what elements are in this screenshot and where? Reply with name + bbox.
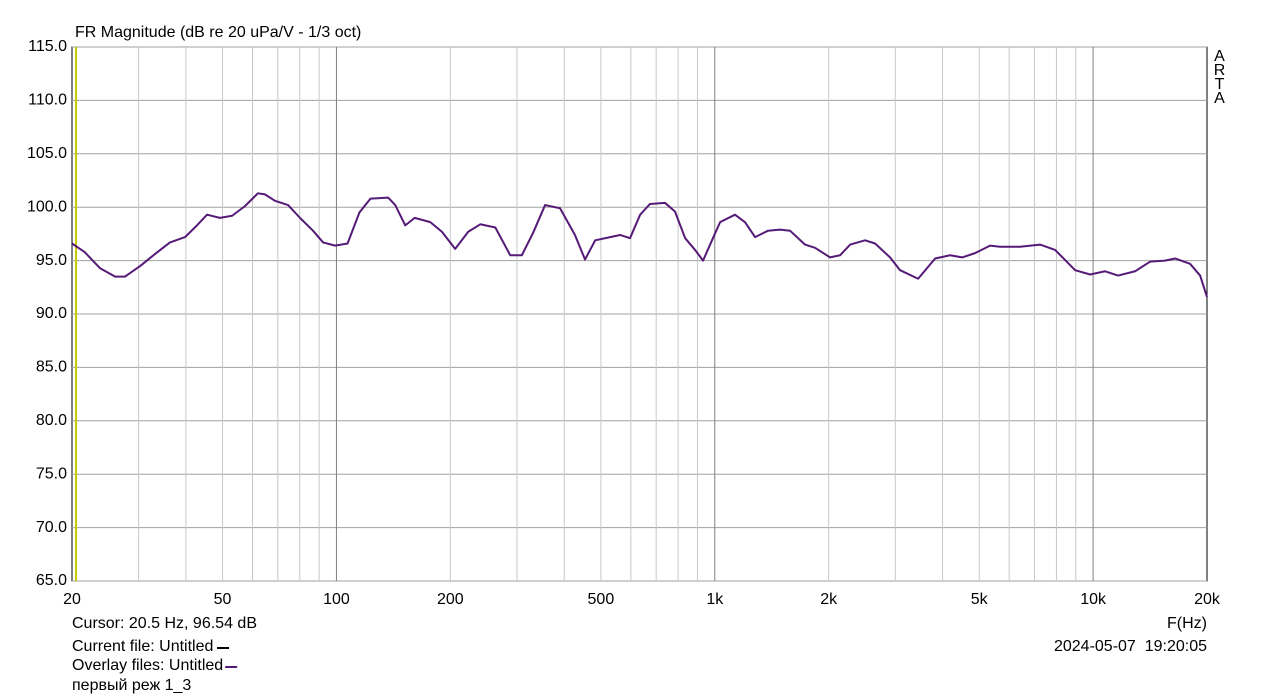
y-tick-label: 95.0 — [36, 252, 67, 269]
timestamp: 2024-05-07 19:20:05 — [1054, 638, 1207, 655]
x-tick-label: 20 — [63, 591, 81, 608]
overlay-files: Overlay files: Untitled — [72, 657, 223, 674]
x-tick-label: 1k — [706, 591, 724, 608]
x-tick-label: 500 — [588, 591, 615, 608]
x-tick-label: 5k — [971, 591, 989, 608]
x-axis-label: F(Hz) — [1167, 615, 1207, 632]
y-tick-label: 90.0 — [36, 305, 67, 322]
x-tick-label: 10k — [1080, 591, 1107, 608]
x-tick-label: 200 — [437, 591, 464, 608]
x-tick-label: 50 — [214, 591, 232, 608]
y-tick-label: 100.0 — [27, 198, 67, 215]
overlay-name: первый реж 1_3 — [72, 677, 191, 694]
x-tick-label: 100 — [323, 591, 350, 608]
y-tick-label: 105.0 — [27, 145, 67, 162]
y-tick-label: 110.0 — [28, 92, 67, 109]
y-tick-label: 70.0 — [36, 519, 67, 536]
fr-curve — [71, 192, 1208, 298]
y-tick-label: 115.0 — [28, 38, 67, 55]
cursor-readout: Cursor: 20.5 Hz, 96.54 dB — [72, 615, 257, 632]
current-file: Current file: Untitled — [72, 638, 213, 655]
x-tick-label: 20k — [1194, 591, 1221, 608]
x-tick-label: 2k — [820, 591, 838, 608]
y-tick-label: 85.0 — [36, 359, 67, 376]
y-tick-label: 80.0 — [36, 412, 67, 429]
watermark: ARTA — [1211, 48, 1228, 104]
y-tick-label: 75.0 — [36, 465, 67, 482]
y-tick-label: 65.0 — [36, 572, 67, 589]
chart-title: FR Magnitude (dB re 20 uPa/V - 1/3 oct) — [75, 24, 361, 41]
